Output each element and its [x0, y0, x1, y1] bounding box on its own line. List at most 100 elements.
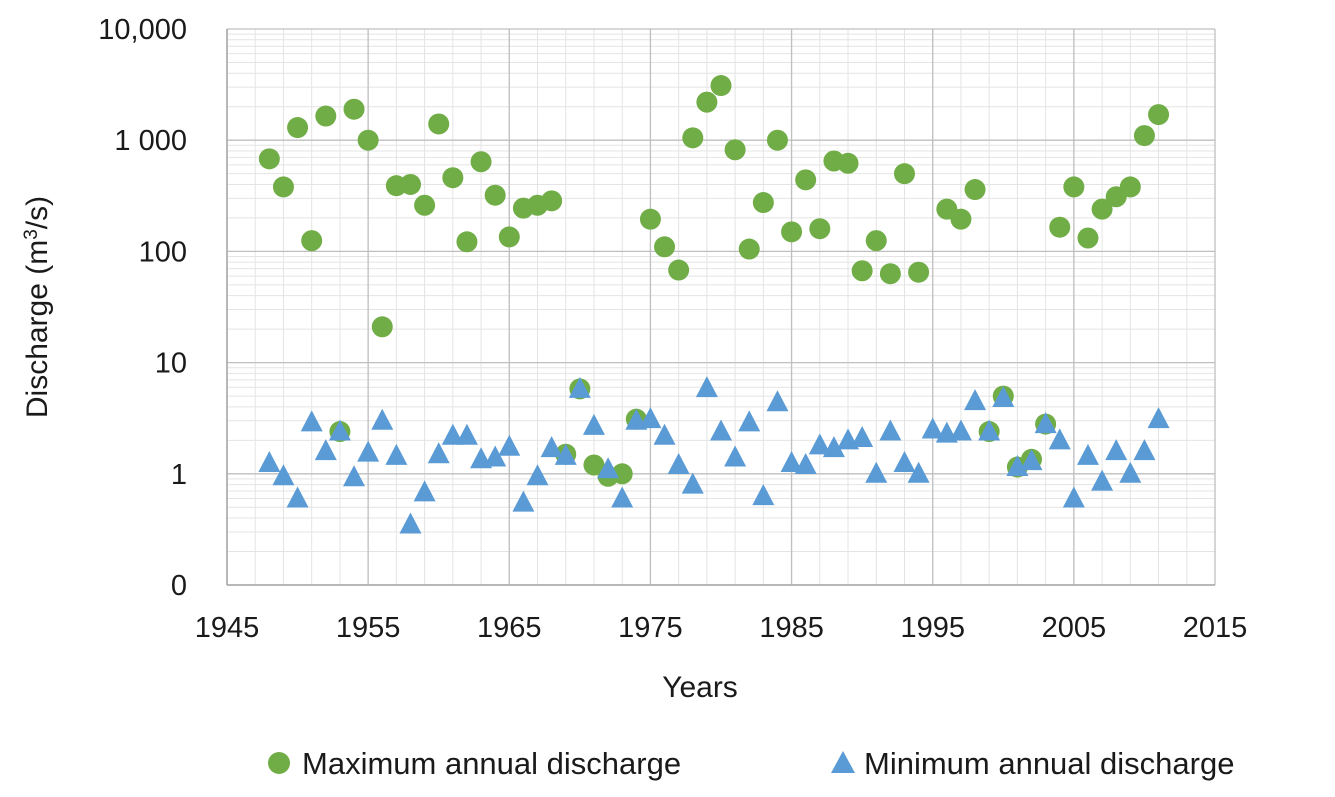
max-discharge-point	[357, 129, 379, 151]
min-discharge-point	[738, 410, 761, 432]
max-discharge-point	[879, 263, 901, 285]
min-discharge-point	[611, 486, 634, 508]
min-discharge-point	[808, 433, 831, 455]
max-discharge-point	[428, 113, 450, 135]
max-discharge-point	[851, 260, 873, 282]
max-discharge-point	[668, 259, 690, 281]
min-discharge-point	[441, 423, 464, 445]
y-tick-label: 0	[171, 570, 187, 602]
max-discharge-point	[696, 91, 718, 113]
max-discharge-point	[258, 148, 280, 170]
min-discharge-point	[893, 451, 916, 473]
max-discharge-point	[1148, 104, 1170, 126]
min-discharge-point	[484, 445, 507, 467]
min-discharge-point	[328, 419, 351, 441]
min-discharge-point	[879, 419, 902, 441]
x-tick-label: 1995	[900, 612, 965, 644]
min-discharge-point	[822, 436, 845, 458]
y-tick-label: 100	[139, 236, 187, 268]
max-discharge-point	[682, 127, 704, 149]
axes	[226, 29, 1215, 586]
min-discharge-point	[1048, 428, 1071, 450]
min-discharge-point	[399, 512, 422, 534]
x-axis-title: Years	[662, 671, 738, 704]
max-discharge-point	[583, 454, 605, 476]
max-discharge-point	[809, 218, 831, 240]
min-discharge-point	[455, 423, 478, 445]
min-discharge-point	[1105, 439, 1128, 461]
max-discharge-point	[414, 194, 436, 216]
min-discharge-point	[1133, 439, 1156, 461]
max-discharge-point	[611, 463, 633, 485]
max-discharge-point	[710, 75, 732, 97]
min-discharge-point	[949, 419, 972, 441]
y-axis-title-suffix: /s)	[21, 196, 54, 229]
min-discharge-point	[1062, 486, 1085, 508]
x-tick-label: 1985	[759, 612, 824, 644]
max-discharge-point	[1119, 176, 1141, 198]
max-discharge-point	[1091, 198, 1113, 220]
min-discharge-point	[780, 451, 803, 473]
min-discharge-point	[1020, 449, 1043, 471]
min-discharge-point	[766, 390, 789, 412]
y-axis-title-sup: 3	[21, 229, 42, 240]
legend-marker-minimum	[831, 751, 855, 773]
series-maximum-discharge	[258, 75, 1170, 487]
max-discharge-point	[442, 167, 464, 189]
series-minimum-discharge	[258, 376, 1170, 534]
x-tick-label: 2005	[1042, 612, 1107, 644]
min-discharge-point	[597, 457, 620, 479]
min-discharge-point	[1006, 455, 1029, 477]
max-discharge-point	[498, 226, 520, 248]
max-discharge-point	[470, 151, 492, 173]
max-discharge-point	[301, 230, 323, 252]
min-discharge-point	[343, 465, 366, 487]
max-discharge-point	[964, 179, 986, 201]
x-tick-label: 1955	[336, 612, 401, 644]
max-discharge-point	[287, 117, 309, 139]
min-discharge-point	[371, 408, 394, 430]
min-discharge-point	[258, 451, 281, 473]
max-discharge-point	[456, 231, 478, 253]
max-discharge-point	[1133, 125, 1155, 147]
max-discharge-point	[1063, 176, 1085, 198]
max-discharge-point	[908, 261, 930, 283]
min-discharge-point	[921, 417, 944, 439]
min-discharge-point	[498, 434, 521, 456]
min-discharge-point	[1034, 412, 1057, 434]
legend-label-maximum: Maximum annual discharge	[302, 746, 681, 781]
max-discharge-point	[343, 98, 365, 120]
min-discharge-point	[568, 376, 591, 398]
min-discharge-point	[1091, 469, 1114, 491]
legend-label-minimum: Minimum annual discharge	[864, 746, 1234, 781]
max-discharge-point	[1077, 227, 1099, 249]
legend-marker-maximum	[268, 752, 290, 774]
max-discharge-point	[752, 192, 774, 214]
min-discharge-point	[357, 440, 380, 462]
min-discharge-point	[752, 484, 775, 506]
max-discharge-point	[865, 230, 887, 252]
max-discharge-point	[315, 105, 337, 127]
max-discharge-point	[781, 221, 803, 243]
min-discharge-point	[667, 452, 690, 474]
min-discharge-point	[653, 423, 676, 445]
min-discharge-point	[286, 486, 309, 508]
min-discharge-point	[582, 413, 605, 435]
y-tick-label: 10	[155, 348, 187, 380]
min-discharge-point	[992, 386, 1015, 408]
min-discharge-point	[724, 445, 747, 467]
max-discharge-point	[837, 152, 859, 174]
min-discharge-point	[272, 464, 295, 486]
y-axis-title: Discharge (m3/s)	[21, 196, 54, 418]
max-discharge-point	[766, 129, 788, 151]
min-discharge-point	[639, 407, 662, 429]
max-discharge-point	[654, 236, 676, 258]
min-discharge-point	[427, 442, 450, 464]
y-tick-label: 1 000	[114, 125, 187, 157]
y-tick-label: 10,000	[98, 14, 187, 46]
min-discharge-point	[1076, 443, 1099, 465]
max-discharge-point	[639, 208, 661, 230]
min-discharge-point	[1147, 407, 1170, 429]
max-discharge-point	[724, 139, 746, 161]
